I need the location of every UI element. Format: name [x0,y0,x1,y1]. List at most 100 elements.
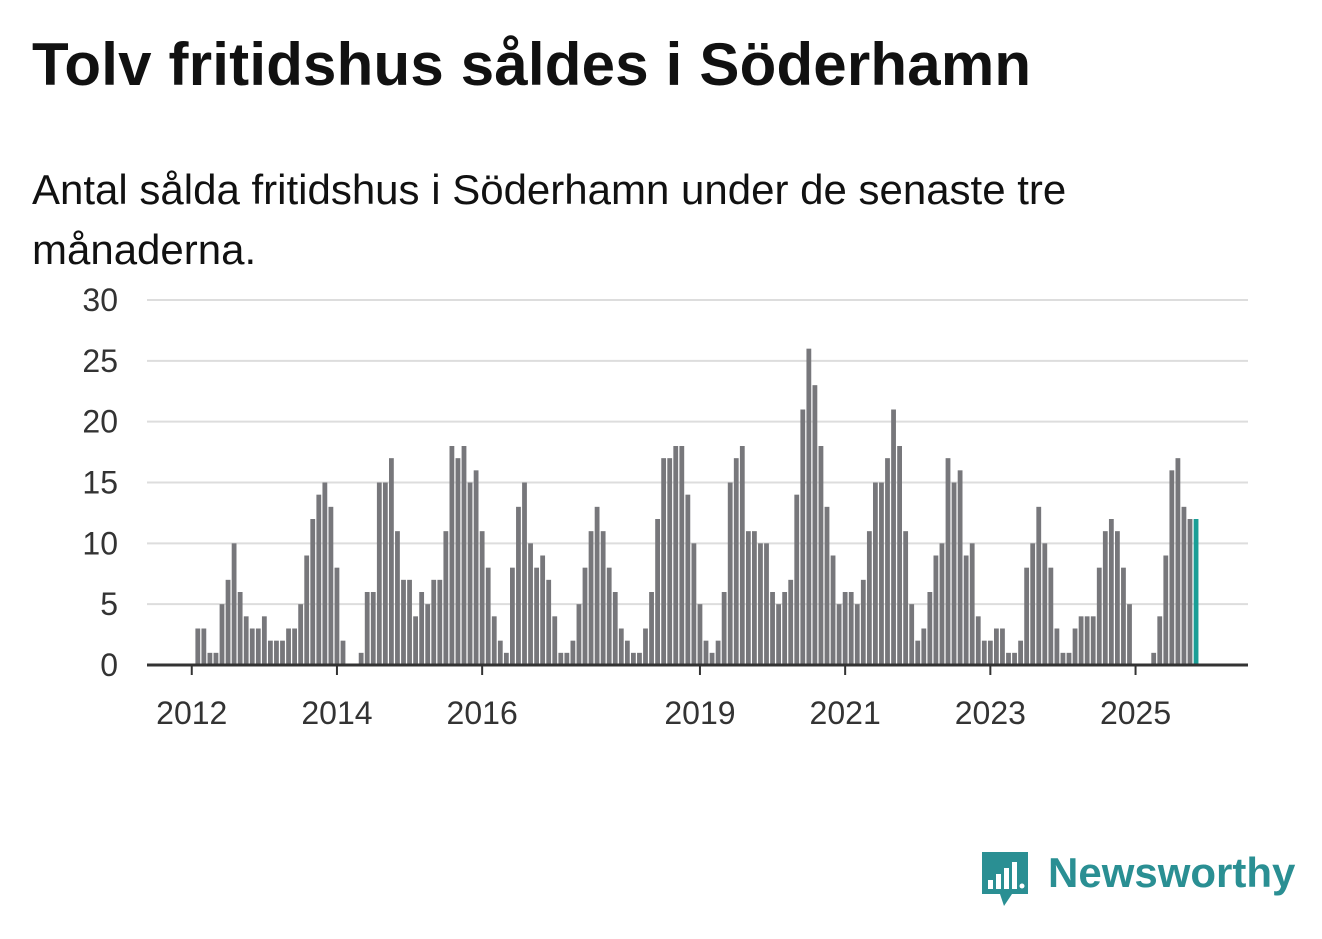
bar [1169,470,1175,665]
bar [1127,604,1132,665]
x-tick-label: 2012 [156,695,227,731]
bar [812,385,818,665]
bar [1157,616,1163,665]
bar [885,458,890,665]
bar [1084,616,1090,665]
bar [685,494,691,665]
bar [473,470,479,665]
bar [268,640,273,665]
bar [752,531,757,665]
bar [407,579,412,665]
bar [255,628,261,665]
bar-highlight [1193,519,1199,665]
axes [147,663,1248,675]
bar [467,482,473,665]
bar [1181,506,1187,665]
bar [225,579,231,665]
bar [842,592,848,665]
bar [830,555,836,665]
bar [945,458,951,665]
bar [1108,519,1114,665]
bar [679,446,685,665]
bar [758,543,763,665]
bar [207,652,213,665]
bar [1115,531,1120,665]
bar [1072,628,1078,665]
bar [376,482,382,665]
bar [310,519,316,665]
bar [709,652,715,665]
bar [776,604,781,665]
bar [909,604,915,665]
bar [745,531,751,665]
bar [298,604,304,665]
bar [860,579,866,665]
bar [358,652,364,665]
bar [522,482,527,665]
bar [395,531,400,665]
bar [461,446,467,665]
bar [382,482,388,665]
bar [219,604,225,665]
bar [274,640,279,665]
bar [969,543,975,665]
x-tick-label: 2021 [810,695,881,731]
bar [770,592,775,665]
bar [340,640,346,665]
bar [364,592,370,665]
bar [794,494,800,665]
bar [957,470,963,665]
bar [292,628,297,665]
bar [286,628,291,665]
y-tick-label: 20 [82,404,118,440]
bar [443,531,449,665]
bar [328,506,334,665]
bar [213,652,219,665]
bar [588,531,594,665]
bar [1121,567,1126,665]
bar [540,555,546,665]
bar [582,567,588,665]
bar [334,567,340,665]
bar [594,506,600,665]
bar [715,640,721,665]
bar [1163,555,1169,665]
bar [975,616,981,665]
bar [201,628,207,665]
bar [939,543,945,665]
bar [485,567,491,665]
bar [516,506,521,665]
bar [600,531,606,665]
bar [927,592,933,665]
bar [848,592,854,665]
bar [237,592,243,665]
bar [316,494,322,665]
annotation-halo: 12 [1184,0,1220,7]
bar [1060,652,1066,665]
bar [987,640,993,665]
newsworthy-logo-icon [982,852,1028,906]
bar [431,579,437,665]
bar [389,458,394,665]
bar [606,567,612,665]
bar [673,446,679,665]
bar [195,628,201,665]
bar [1054,628,1060,665]
y-tick-label: 25 [82,343,118,379]
bars [195,348,1199,665]
bar [788,579,794,665]
bar [1102,531,1108,665]
bar [655,519,660,665]
bar [994,628,999,665]
bar [419,592,425,665]
bar [643,628,648,665]
bar [649,592,654,665]
bar [854,604,860,665]
bar [727,482,733,665]
bar [491,616,497,665]
bar [661,458,667,665]
x-tick-label: 2016 [447,695,518,731]
bar [891,409,896,665]
bar [624,640,630,665]
bar [703,640,709,665]
